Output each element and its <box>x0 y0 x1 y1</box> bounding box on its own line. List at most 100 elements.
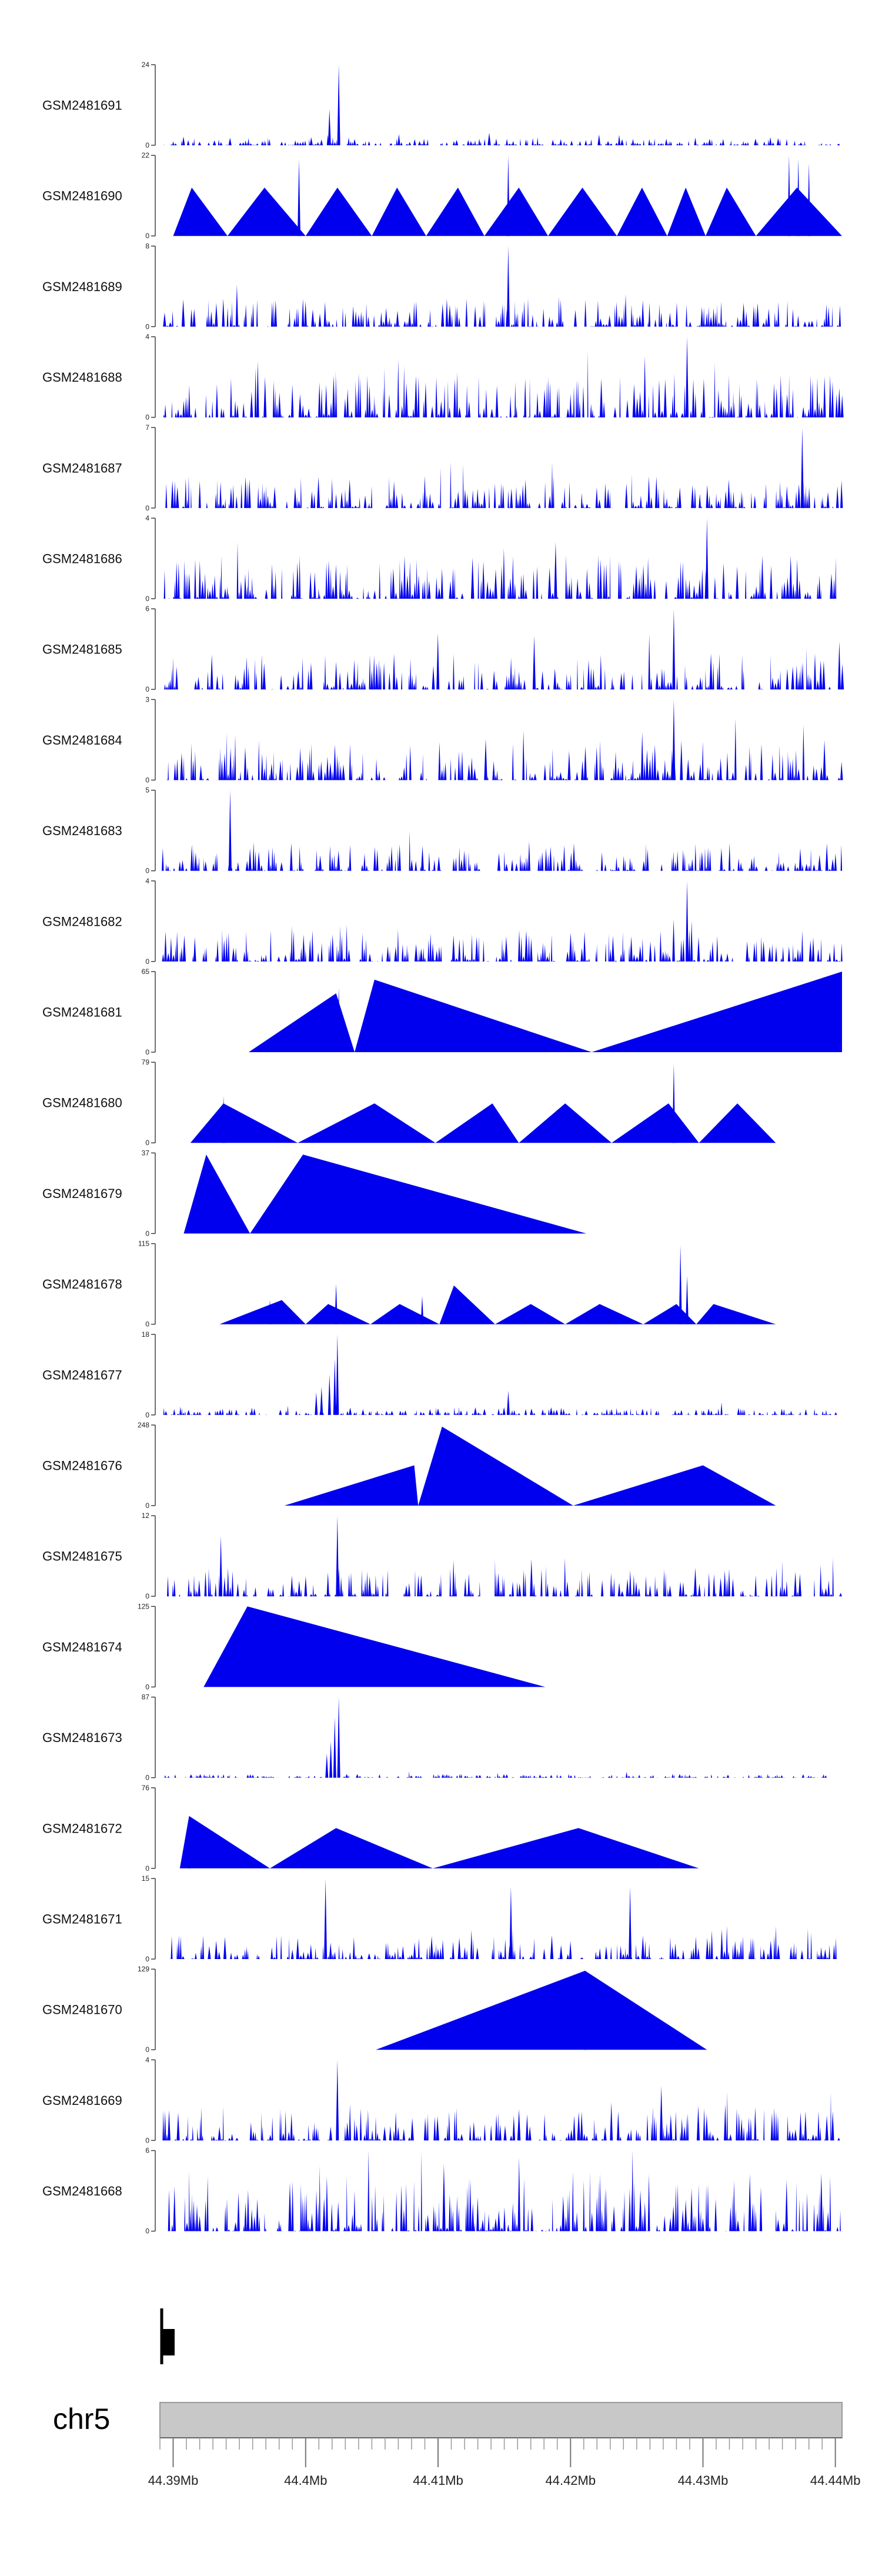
coverage-spike <box>188 1816 191 1868</box>
y-tick-label-zero: 0 <box>145 1501 149 1510</box>
y-tick-label-zero: 0 <box>145 232 149 240</box>
track-GSM2481682: GSM2481682 4 0 <box>42 877 843 966</box>
track-GSM2481675: GSM2481675 12 0 <box>42 1511 842 1600</box>
coverage-area <box>284 1426 776 1506</box>
track-label: GSM2481669 <box>42 2093 122 2108</box>
track-GSM2481690: GSM2481690 22 0 <box>42 151 842 240</box>
y-tick-label-zero: 0 <box>145 595 149 603</box>
coverage-spike <box>333 1358 336 1415</box>
track-label: GSM2481682 <box>42 914 122 929</box>
axis-tick-label: 44.41Mb <box>413 2473 463 2488</box>
track-GSM2481674: GSM2481674 125 0 <box>42 1602 546 1691</box>
y-tick-label-zero: 0 <box>145 1411 149 1419</box>
coverage-spike <box>800 427 804 508</box>
y-tick-label-max: 3 <box>145 695 149 703</box>
axis-ticks: 44.39Mb 44.4Mb 44.41Mb 44.42Mb 44.43Mb 44.44M… <box>148 2438 861 2488</box>
track-label: GSM2481673 <box>42 1730 122 1745</box>
coverage-spike <box>336 2060 339 2141</box>
coverage-spike <box>420 1296 424 1324</box>
y-tick-label-max: 37 <box>142 1149 150 1157</box>
y-tick-label-max: 5 <box>145 786 149 795</box>
track-GSM2481673: GSM2481673 87 0 <box>42 1693 842 1782</box>
y-tick-label-max: 65 <box>142 967 150 976</box>
track-label: GSM2481689 <box>42 279 122 294</box>
coverage-spike <box>787 155 791 236</box>
axis-tick-label: 44.4Mb <box>284 2473 327 2488</box>
y-tick-label-zero: 0 <box>145 1683 149 1691</box>
y-tick-label-zero: 0 <box>145 776 149 784</box>
coverage-area <box>160 1558 842 1597</box>
track-GSM2481685: GSM2481685 6 0 <box>42 605 844 693</box>
y-tick-label-zero: 0 <box>145 322 149 331</box>
track-label: GSM2481684 <box>42 733 122 748</box>
coverage-spike <box>686 1276 689 1324</box>
coverage-spike <box>629 1886 632 1959</box>
track-GSM2481689: GSM2481689 8 0 <box>42 242 844 331</box>
y-tick-label-max: 15 <box>142 1874 150 1883</box>
track-label: GSM2481675 <box>42 1549 122 1564</box>
track-label: GSM2481679 <box>42 1186 122 1201</box>
chromosome-label: chr5 <box>53 2403 110 2435</box>
y-tick-label-zero: 0 <box>145 1864 149 1873</box>
coverage-area <box>376 1970 707 2050</box>
coverage-spike <box>672 609 676 690</box>
coverage-spike <box>337 987 340 1052</box>
y-tick-label-max: 4 <box>145 2056 149 2064</box>
coverage-spike <box>320 1386 323 1415</box>
coverage-spike <box>336 1516 339 1597</box>
y-tick-label-max: 6 <box>145 605 149 613</box>
track-label: GSM2481670 <box>42 2003 122 2017</box>
coverage-area <box>160 1402 844 1415</box>
coverage-area <box>248 972 842 1052</box>
track-GSM2481671: GSM2481671 15 0 <box>42 1874 842 1963</box>
coverage-spike <box>337 65 340 145</box>
coverage-spike <box>329 1741 333 1778</box>
coverage-spike <box>797 158 800 236</box>
track-label: GSM2481681 <box>42 1005 122 1020</box>
coverage-area <box>160 285 844 327</box>
coverage-spike <box>325 1753 329 1778</box>
track-GSM2481672: GSM2481672 76 0 <box>42 1784 699 1873</box>
coverage-area <box>160 132 843 145</box>
track-label: GSM2481685 <box>42 642 122 657</box>
track-label: GSM2481683 <box>42 823 122 838</box>
track-label: GSM2481688 <box>42 370 122 385</box>
y-tick-label-zero: 0 <box>145 1774 149 1782</box>
coverage-area <box>179 1816 699 1868</box>
y-tick-label-max: 87 <box>142 1693 150 1701</box>
y-tick-label-zero: 0 <box>145 1048 149 1056</box>
coverage-spike <box>337 1697 340 1778</box>
coverage-spike <box>219 1536 223 1597</box>
gene-model-exon <box>162 2329 175 2355</box>
coverage-area <box>160 2086 843 2141</box>
coverage-area <box>160 919 843 962</box>
track-label: GSM2481686 <box>42 552 122 566</box>
coverage-area <box>203 1606 546 1687</box>
coverage-spike <box>228 790 232 871</box>
axis-tick-label: 44.39Mb <box>148 2473 199 2488</box>
coverage-area <box>160 633 844 690</box>
y-tick-label-zero: 0 <box>145 867 149 875</box>
coverage-spike <box>672 699 676 780</box>
coverage-spike <box>222 1096 225 1143</box>
coverage-spike <box>336 1334 339 1415</box>
coverage-area <box>183 1154 587 1234</box>
coverage-area <box>160 1771 842 1778</box>
y-tick-label-zero: 0 <box>145 413 149 422</box>
track-GSM2481686: GSM2481686 4 0 <box>42 514 843 603</box>
coverage-area <box>190 1103 776 1143</box>
coverage-spike <box>298 159 300 236</box>
track-label: GSM2481674 <box>42 1640 122 1654</box>
y-tick-label-zero: 0 <box>145 141 149 149</box>
track-GSM2481687: GSM2481687 7 0 <box>42 423 843 512</box>
y-tick-label-zero: 0 <box>145 1229 149 1237</box>
coverage-spike <box>807 163 811 236</box>
track-GSM2481691: GSM2481691 24 0 <box>42 61 843 149</box>
coverage-area <box>160 1926 842 1959</box>
gene-model <box>160 2308 175 2364</box>
coverage-spike <box>506 246 510 327</box>
track-GSM2481679: GSM2481679 37 0 <box>42 1149 587 1237</box>
coverage-area <box>160 462 843 508</box>
y-tick-label-max: 4 <box>145 514 149 522</box>
